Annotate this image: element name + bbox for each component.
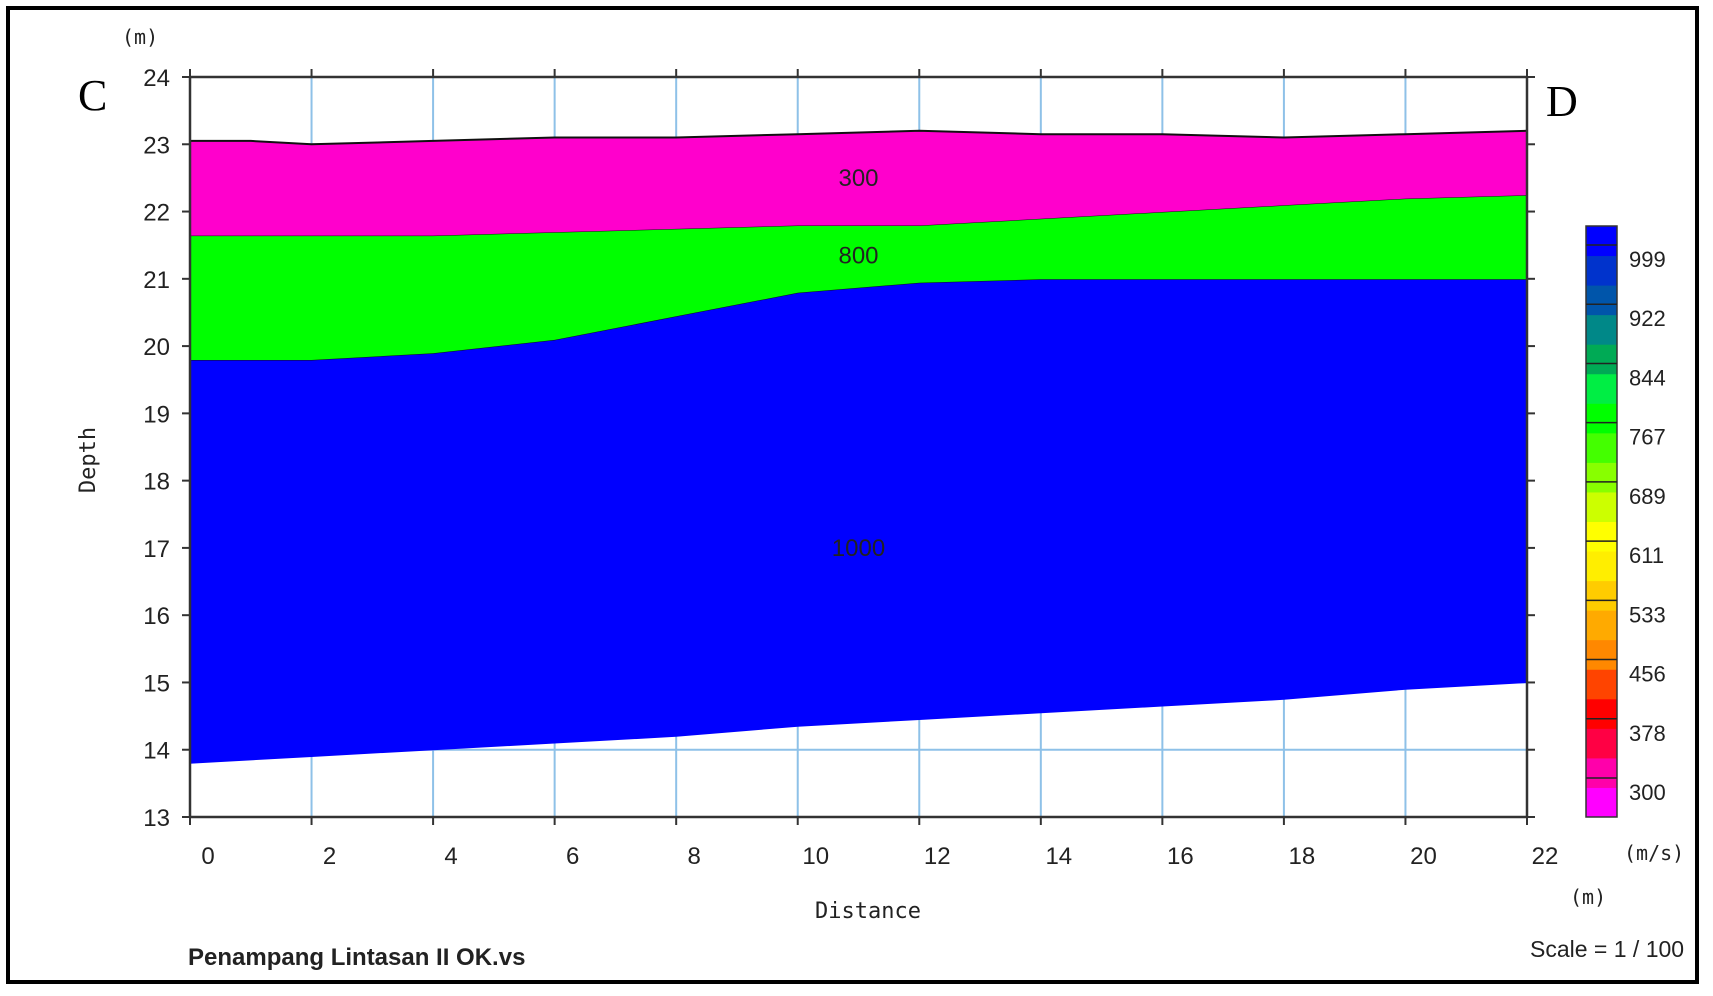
colorbar-segment — [1586, 639, 1617, 670]
colorbar-segment — [1586, 226, 1617, 257]
file-name-label: Penampang Lintasan II OK.vs — [188, 944, 525, 971]
colorbar-tick-label: 611 — [1629, 543, 1664, 568]
x-unit-label: (m) — [1570, 885, 1606, 909]
velocity-layers — [189, 129, 1528, 764]
y-tick-label: 13 — [143, 805, 170, 832]
y-axis-label: Depth — [76, 427, 101, 493]
y-tick-label: 24 — [143, 65, 170, 92]
colorbar-tick-label: 300 — [1629, 780, 1666, 805]
y-tick-label: 20 — [143, 334, 170, 361]
scale-label: Scale = 1 / 100 — [1530, 936, 1684, 962]
colorbar-tick-label: 533 — [1629, 602, 1666, 627]
y-tick-label: 21 — [143, 267, 170, 294]
end-label: D — [1546, 77, 1578, 126]
colorbar-segment — [1586, 462, 1617, 493]
y-tick-label: 19 — [143, 401, 170, 428]
colorbar-tick-label: 456 — [1629, 662, 1666, 687]
colorbar-segment — [1586, 698, 1617, 729]
x-tick-label: 0 — [201, 843, 214, 870]
colorbar-segment — [1586, 551, 1617, 582]
x-tick-label: 22 — [1532, 843, 1559, 870]
layer-value-label: 1000 — [832, 535, 885, 562]
colorbar-segment — [1586, 521, 1617, 552]
colorbar-tick-label: 378 — [1629, 721, 1666, 746]
x-tick-label: 10 — [802, 843, 829, 870]
x-tick-label: 6 — [566, 843, 579, 870]
colorbar-segment — [1586, 432, 1617, 463]
y-tick-label: 14 — [143, 738, 170, 765]
colorbar-segment — [1586, 373, 1617, 404]
x-tick-label: 20 — [1410, 843, 1437, 870]
y-unit-label: (m) — [122, 25, 158, 49]
layer-labels: 1000 800 300 — [832, 165, 885, 562]
x-tick-label: 4 — [444, 843, 457, 870]
colorbar-tick-label: 922 — [1629, 306, 1666, 331]
colorbar-segment — [1586, 403, 1617, 434]
colorbar-border — [1585, 225, 1618, 818]
x-axis-label: Distance — [815, 899, 921, 924]
colorbar-segment — [1586, 491, 1617, 522]
colorbar-segment — [1586, 314, 1617, 345]
colorbar-tick-label: 999 — [1629, 247, 1666, 272]
layer-boundary-300 — [190, 129, 1528, 146]
y-tick-label: 16 — [143, 603, 170, 630]
colorbar-segment — [1586, 787, 1617, 818]
colorbar-segment — [1586, 728, 1617, 759]
x-tick-label: 18 — [1289, 843, 1316, 870]
colorbar-segment — [1586, 344, 1617, 375]
y-tick-label: 15 — [143, 670, 170, 697]
colorbar: 999 922 844 767 689 611 533 456 378 300 — [1585, 225, 1666, 818]
x-tick-label: 2 — [323, 843, 336, 870]
start-label: C — [78, 71, 107, 120]
x-tick-label: 12 — [924, 843, 951, 870]
colorbar-segment — [1586, 255, 1617, 286]
colorbar-unit-label: (m/s) — [1624, 841, 1684, 865]
layer-value-label: 800 — [838, 242, 878, 269]
colorbar-tick-label: 844 — [1629, 365, 1666, 390]
y-tick-label: 17 — [143, 536, 170, 563]
y-tick-label: 23 — [143, 132, 170, 159]
colorbar-segment — [1586, 580, 1617, 611]
colorbar-segment — [1586, 757, 1617, 788]
y-tick-label: 22 — [143, 200, 170, 227]
y-tick-label: 18 — [143, 469, 170, 496]
colorbar-segment — [1586, 285, 1617, 316]
colorbar-tick-label: 767 — [1629, 425, 1666, 450]
colorbar-tick-label: 689 — [1629, 484, 1666, 509]
x-tick-label: 14 — [1045, 843, 1072, 870]
colorbar-segment — [1586, 669, 1617, 700]
colorbar-segment — [1586, 610, 1617, 641]
layer-value-label: 300 — [838, 165, 878, 192]
x-tick-label: 8 — [688, 843, 701, 870]
x-tick-label: 16 — [1167, 843, 1194, 870]
